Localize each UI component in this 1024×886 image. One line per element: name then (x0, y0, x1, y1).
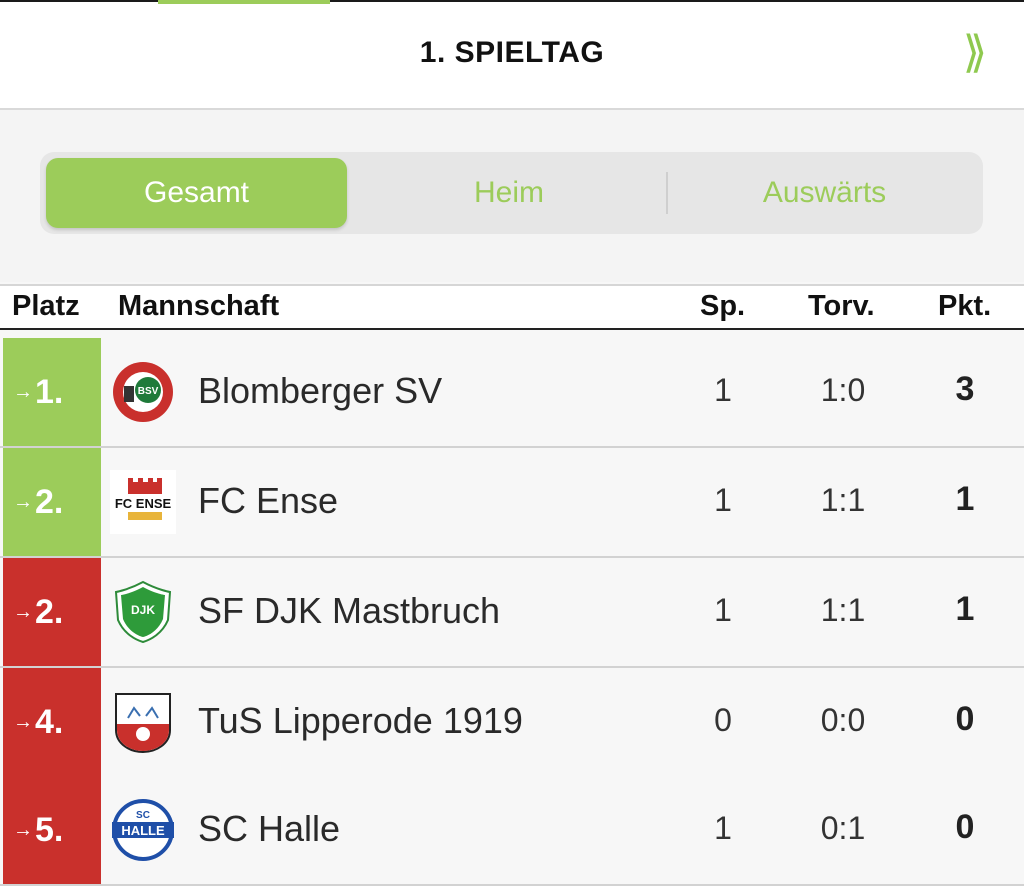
rank-badge: → 5. (3, 776, 101, 884)
top-divider (0, 0, 1024, 2)
goal-ratio: 0:1 (820, 810, 866, 846)
points: 1 (955, 590, 975, 628)
sf-djk-mastbruch-logo-icon: DJK (114, 580, 172, 644)
col-torv: Torv. (808, 290, 875, 322)
points: 3 (955, 370, 975, 408)
table-row[interactable]: → 2. FC ENSE FC Ense 1 1:1 1 (0, 448, 1024, 558)
goal-ratio: 1:0 (820, 372, 866, 408)
rank-badge: → 2. (3, 448, 101, 556)
team-name: SC Halle (198, 808, 341, 849)
table-row[interactable]: → 5. HALLE SC SC Halle 1 0:1 0 (0, 776, 1024, 886)
segment-divider (666, 172, 668, 214)
sc-halle-logo-icon: HALLE SC (112, 799, 174, 861)
rank-badge: → 4. (3, 668, 101, 776)
col-pkt: Pkt. (938, 290, 992, 322)
arrow-right-icon: → (13, 600, 33, 623)
games-played: 1 (714, 482, 732, 518)
goal-ratio: 0:0 (820, 702, 866, 738)
table-header: Platz Mannschaft Sp. Torv. Pkt. (0, 284, 1024, 330)
segment-auswaerts[interactable]: Auswärts (762, 176, 887, 209)
arrow-right-icon: → (13, 490, 33, 513)
goal-ratio: 1:1 (820, 592, 866, 628)
svg-text:FC ENSE: FC ENSE (115, 496, 172, 511)
goal-ratio: 1:1 (820, 482, 866, 518)
segment-heim[interactable]: Heim (473, 176, 544, 209)
svg-text:BSV: BSV (138, 386, 159, 397)
rank-badge: → 1. (3, 338, 101, 446)
rank-value: 4. (35, 702, 64, 741)
double-chevron-right-icon[interactable]: ⟫ (962, 28, 988, 77)
rank-value: 5. (35, 810, 64, 849)
col-platz: Platz (12, 290, 80, 322)
table-row[interactable]: → 2. DJK SF DJK Mastbruch 1 1:1 1 (0, 558, 1024, 668)
svg-text:HALLE: HALLE (121, 823, 165, 838)
rank-value: 2. (35, 482, 64, 521)
col-mannschaft: Mannschaft (118, 290, 280, 322)
table-row[interactable]: → 1. BSV Blomberger SV 1 1:0 3 (0, 338, 1024, 448)
table-row[interactable]: → 4. TuS Lipperode 1919 0 0:0 0 (0, 668, 1024, 778)
games-played: 1 (714, 810, 732, 846)
active-tab-indicator (158, 0, 330, 4)
svg-text:SC: SC (136, 810, 150, 821)
games-played: 1 (714, 372, 732, 408)
team-name: FC Ense (198, 480, 339, 521)
rank-value: 1. (35, 372, 64, 411)
blomberger-sv-logo-icon: BSV (113, 362, 173, 422)
col-sp: Sp. (700, 290, 746, 322)
rank-value: 2. (35, 592, 64, 631)
header: 1. SPIELTAG ⟫ (0, 0, 1024, 110)
arrow-right-icon: → (13, 710, 33, 733)
segmented-control: Gesamt Heim Auswärts (40, 152, 983, 234)
rank-badge: → 2. (3, 558, 101, 666)
arrow-right-icon: → (13, 818, 33, 841)
points: 0 (955, 808, 975, 846)
arrow-right-icon: → (13, 380, 33, 403)
filter-area: Gesamt Heim Auswärts (0, 110, 1024, 282)
page-title: 1. SPIELTAG (419, 36, 605, 69)
svg-text:DJK: DJK (131, 603, 155, 617)
team-name: SF DJK Mastbruch (198, 590, 501, 631)
team-name: Blomberger SV (198, 370, 443, 411)
points: 0 (955, 700, 975, 738)
points: 1 (955, 480, 975, 518)
games-played: 0 (714, 702, 732, 738)
team-name: TuS Lipperode 1919 (198, 700, 523, 741)
fc-ense-logo-icon: FC ENSE (110, 470, 176, 534)
segment-gesamt[interactable]: Gesamt (46, 158, 347, 228)
games-played: 1 (714, 592, 732, 628)
tus-lipperode-logo-icon (115, 693, 171, 754)
